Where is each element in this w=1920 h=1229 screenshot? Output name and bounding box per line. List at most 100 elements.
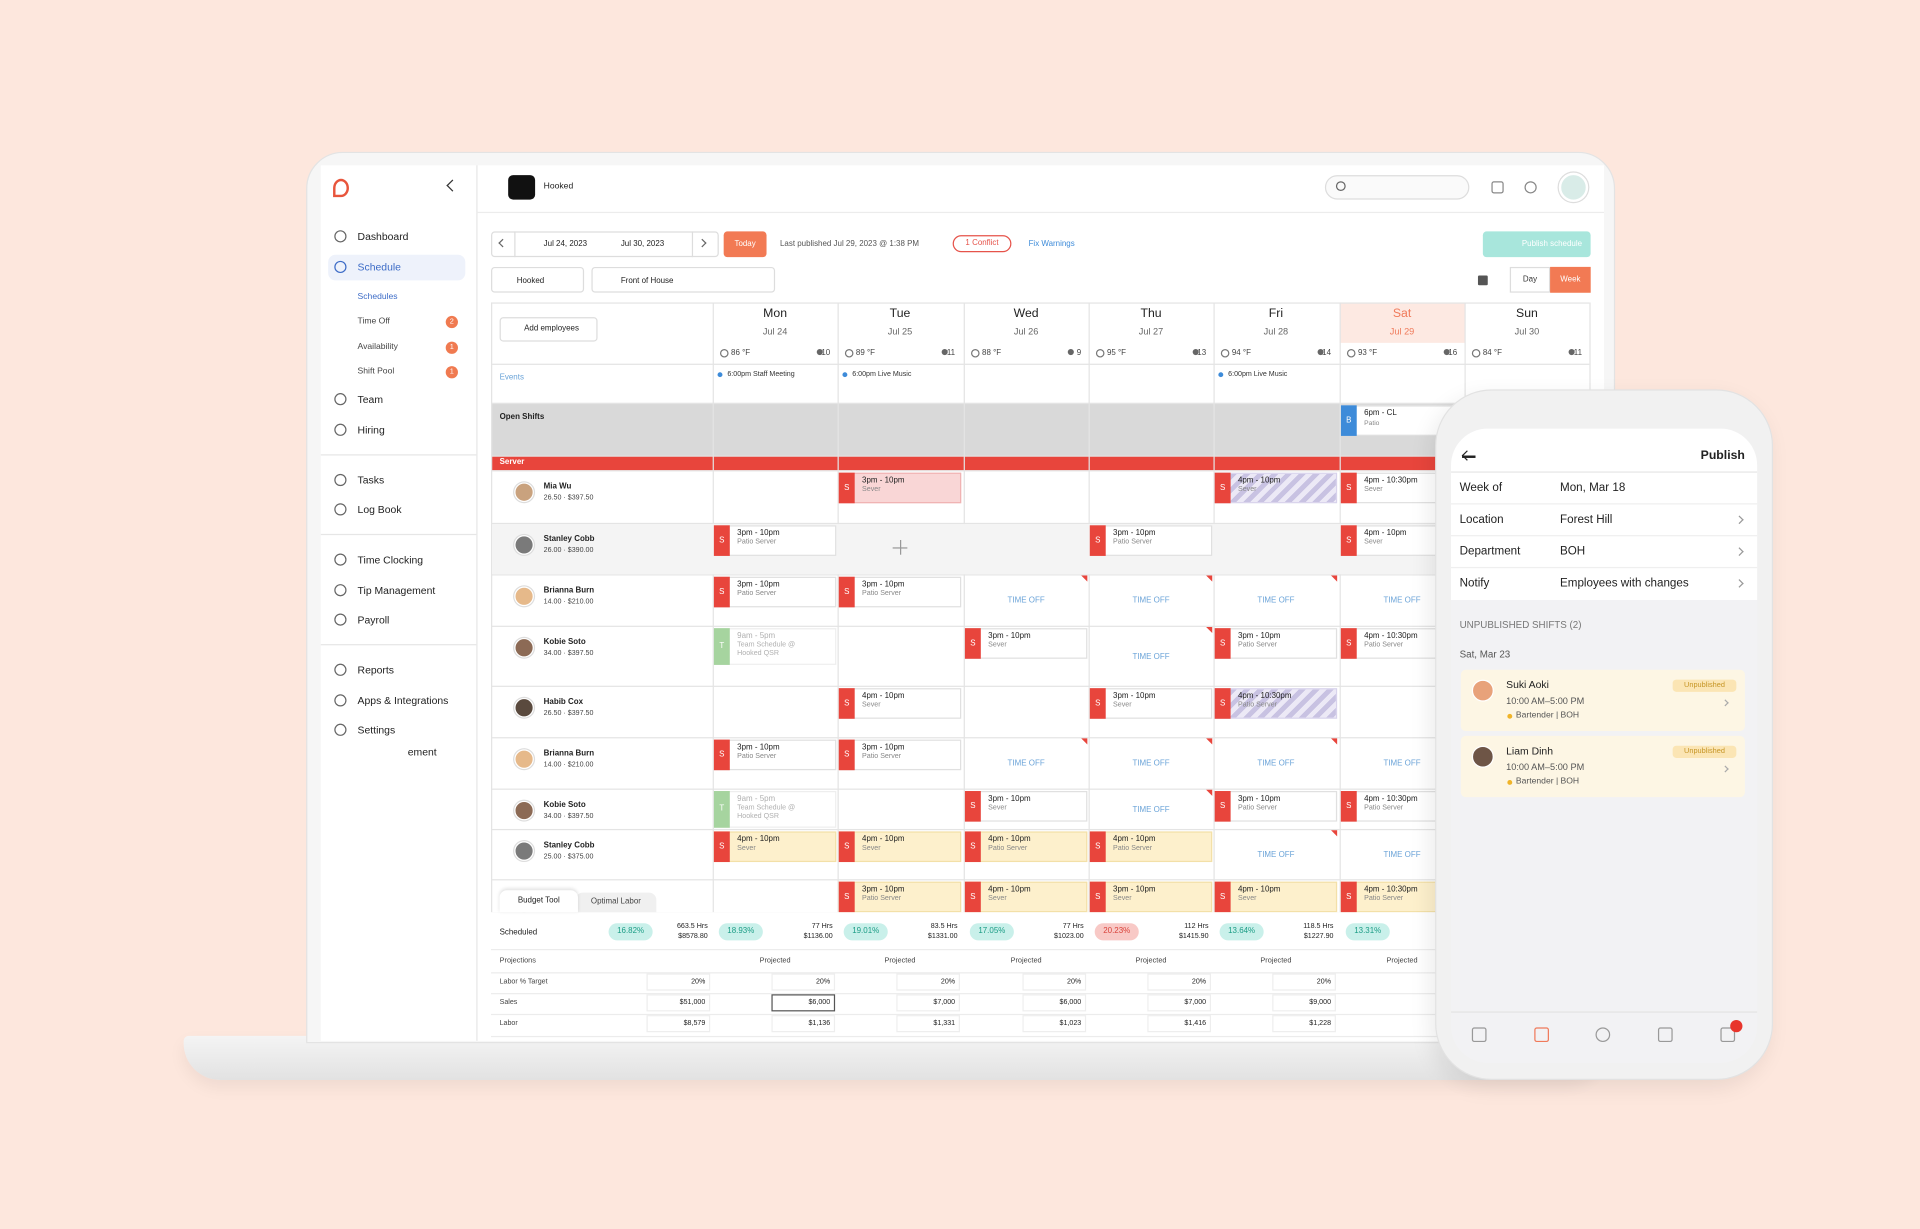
grid-line	[491, 574, 1590, 576]
nav-item[interactable]: Tip Management	[357, 583, 436, 596]
phone-title[interactable]: Publish	[1700, 449, 1745, 463]
shift[interactable]	[1089, 525, 1213, 556]
view-toggle[interactable]: Week	[1550, 266, 1591, 293]
scheduled-cost: $1415.90	[1178, 933, 1209, 941]
shift[interactable]	[713, 628, 837, 665]
field-value[interactable]: Employees with changes	[1560, 576, 1689, 591]
shift[interactable]	[713, 525, 837, 556]
view-toggle[interactable]: Day	[1509, 266, 1551, 293]
nav-tab[interactable]	[1657, 1027, 1673, 1043]
shift[interactable]	[964, 881, 1088, 913]
location-select[interactable]	[491, 266, 585, 293]
scheduled-cost: $1331.00	[927, 933, 958, 941]
shift[interactable]	[713, 576, 837, 608]
shift[interactable]	[964, 791, 1088, 822]
budget-input[interactable]: 20%	[771, 973, 836, 991]
conflict-pill[interactable]: 1 Conflict	[952, 235, 1012, 253]
budget-input[interactable]: 20%	[1272, 973, 1336, 991]
budget-input[interactable]: $6,000	[1022, 994, 1087, 1012]
budget-input[interactable]: $1,228	[1272, 1015, 1336, 1033]
shift-role: Sever	[862, 701, 881, 709]
budget-input[interactable]: $1,416	[1147, 1015, 1212, 1033]
shift-role: Patio Server	[862, 590, 902, 598]
nav-item[interactable]: Settings	[357, 723, 396, 736]
shift[interactable]	[1089, 881, 1213, 913]
today-button[interactable]: Today	[723, 231, 767, 258]
budget-tab[interactable]: Budget Tool	[499, 890, 578, 913]
shift-role: Patio Server	[862, 895, 902, 903]
department-select[interactable]	[591, 266, 776, 293]
nav-item[interactable]: Time Clocking	[357, 553, 424, 566]
shift-time: 4pm - 10:30pm	[1364, 631, 1418, 641]
publish-button[interactable]: Publish schedule	[1482, 231, 1591, 258]
nav-subitem[interactable]: Shift Pool	[357, 367, 395, 376]
budget-input[interactable]: $1,331	[896, 1015, 960, 1033]
budget-input[interactable]: $7,000	[1147, 994, 1212, 1012]
budget-input[interactable]: $8,579	[646, 1015, 711, 1033]
budget-input[interactable]: $1,136	[771, 1015, 836, 1033]
nav-tab[interactable]	[1720, 1027, 1736, 1043]
shift[interactable]	[838, 688, 962, 719]
budget-input[interactable]: $9,000	[1272, 994, 1336, 1012]
shift-role: Sever	[862, 844, 881, 853]
shift-badge: S	[1340, 881, 1357, 913]
employee-name: Stanley Cobb	[543, 841, 595, 850]
budget-input[interactable]: 20%	[646, 973, 711, 991]
field-label: Notify	[1459, 576, 1490, 591]
shift[interactable]	[838, 576, 962, 608]
shift[interactable]	[838, 472, 962, 504]
search-box[interactable]	[1324, 175, 1470, 200]
shift[interactable]	[1089, 688, 1213, 719]
shift[interactable]	[1214, 881, 1338, 913]
shift[interactable]	[964, 628, 1088, 659]
grid-line	[491, 470, 1590, 472]
shift[interactable]	[1214, 628, 1338, 659]
shift-time: 3pm - 10pm	[988, 631, 1031, 641]
field-value[interactable]: Mon, Mar 18	[1560, 481, 1626, 495]
shift-time: 4pm - 10pm	[862, 691, 905, 701]
add-employees-button[interactable]: Add employees	[499, 317, 598, 342]
budget-input[interactable]: $7,000	[896, 994, 960, 1012]
shift-role: Patio Server	[737, 590, 777, 598]
shift[interactable]	[1214, 688, 1338, 719]
nav-tab[interactable]	[1471, 1027, 1487, 1043]
budget-input[interactable]: $51,000	[646, 994, 711, 1012]
nav-item[interactable]: Apps & Integrations	[357, 693, 449, 706]
nav-item[interactable]: Log Book	[357, 503, 402, 516]
nav-item[interactable]: Dashboard	[357, 230, 409, 243]
budget-input[interactable]: 20%	[896, 973, 960, 991]
weather-icon	[970, 348, 979, 357]
nav-subitem[interactable]: Time Off	[357, 317, 390, 326]
shift[interactable]	[713, 791, 837, 828]
nav-item[interactable]: Schedule	[357, 260, 401, 273]
budget-input[interactable]: 20%	[1022, 973, 1087, 991]
budget-tab[interactable]: Optimal Labor	[575, 892, 657, 913]
shift[interactable]	[838, 831, 962, 863]
nav-item[interactable]: Payroll	[357, 613, 390, 626]
shift[interactable]	[838, 739, 962, 771]
budget-input[interactable]: 20%	[1147, 973, 1212, 991]
field-value[interactable]: Forest Hill	[1560, 513, 1613, 527]
employee-avatar	[514, 637, 534, 658]
nav-subitem[interactable]: Schedules	[357, 292, 398, 301]
day-staff-count: 9	[1076, 348, 1082, 358]
grid-view-icon	[1477, 275, 1488, 286]
nav-item[interactable]: Reports	[357, 663, 394, 676]
time-off-marker	[1331, 738, 1338, 745]
shift[interactable]	[1089, 831, 1213, 863]
nav-item[interactable]: Tasks	[357, 473, 385, 486]
budget-input[interactable]: $1,023	[1022, 1015, 1087, 1033]
nav-subitem[interactable]: Availability	[357, 342, 398, 351]
back-button[interactable]	[1462, 455, 1476, 458]
nav-item[interactable]: Hiring	[357, 423, 385, 436]
add-shift[interactable]	[900, 540, 902, 555]
nav-tab[interactable]	[1595, 1027, 1611, 1043]
shift-time: 3pm - 10pm	[1237, 631, 1281, 641]
nav-tab[interactable]	[1534, 1027, 1549, 1043]
nav-item[interactable]: Team	[357, 393, 384, 406]
shift[interactable]	[964, 831, 1088, 863]
budget-input[interactable]: $6,000	[771, 994, 836, 1012]
fix-warnings[interactable]: Fix Warnings	[1028, 240, 1075, 249]
bottom-nav	[1451, 1011, 1758, 1013]
field-value[interactable]: BOH	[1560, 544, 1586, 559]
